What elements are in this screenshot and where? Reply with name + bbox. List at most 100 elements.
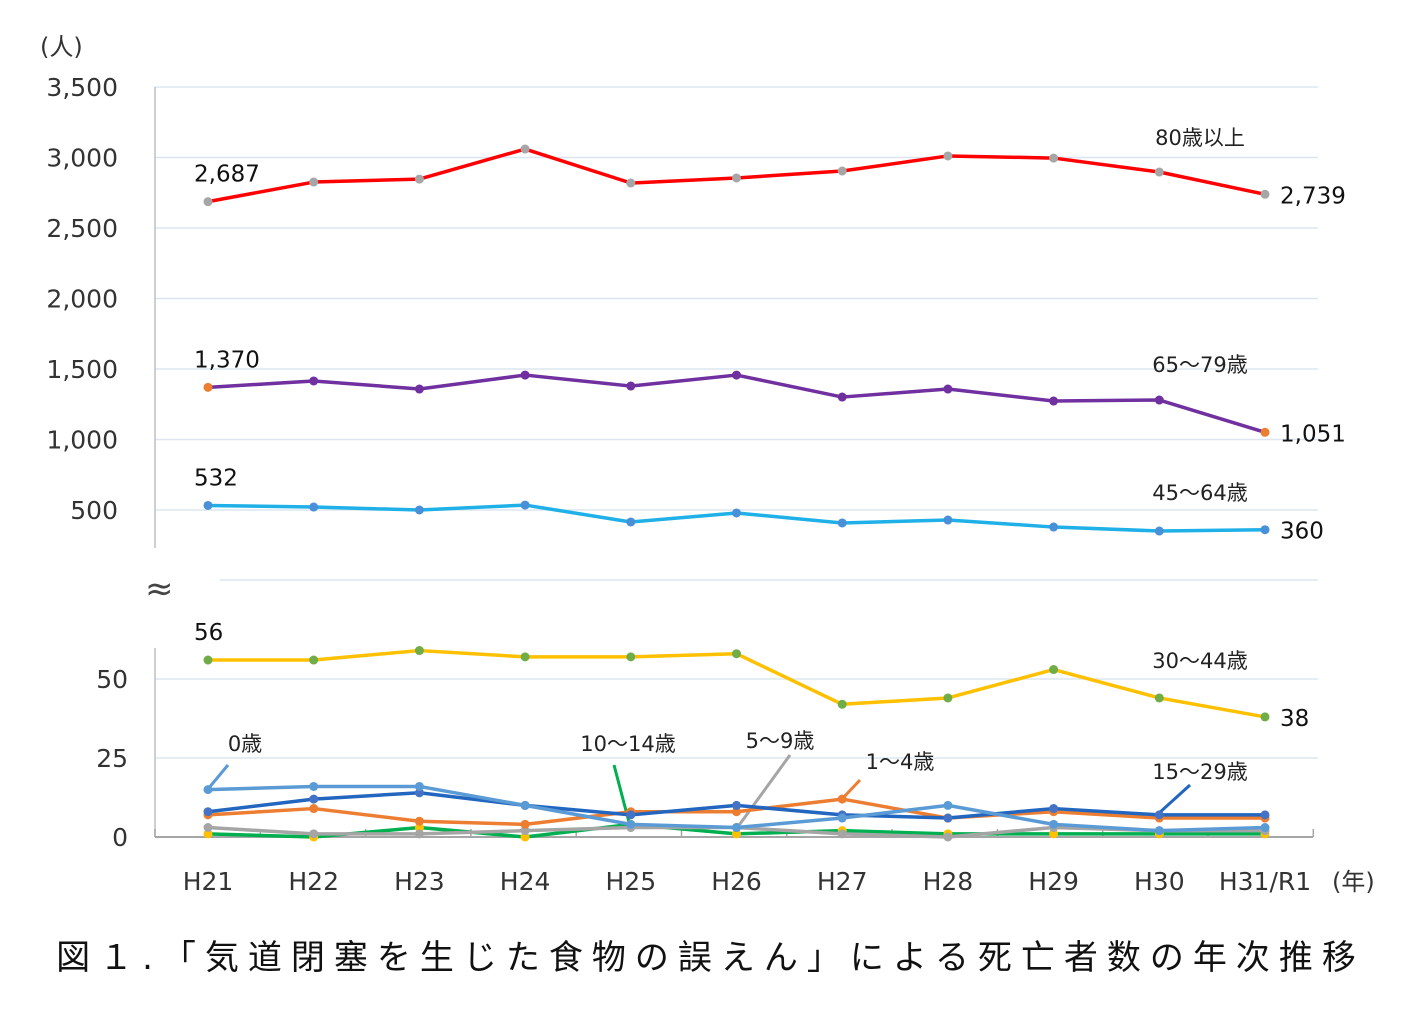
- data-point: [943, 813, 953, 823]
- data-point: [203, 655, 213, 665]
- series-label: 1～4歳: [866, 750, 935, 774]
- data-label: 360: [1280, 519, 1324, 545]
- data-point: [520, 500, 530, 510]
- label-leader-line: [1156, 783, 1192, 816]
- data-point: [943, 832, 953, 842]
- x-tick-label: H22: [288, 867, 339, 896]
- data-point: [309, 177, 319, 187]
- data-point: [1260, 427, 1270, 437]
- data-point: [626, 381, 636, 391]
- data-point: [414, 505, 424, 515]
- x-tick-label: H25: [605, 867, 656, 896]
- data-point: [414, 646, 424, 656]
- data-point: [414, 816, 424, 826]
- data-point: [943, 151, 953, 161]
- data-point: [520, 652, 530, 662]
- y-tick-label: 3,500: [46, 73, 118, 102]
- data-point: [1049, 829, 1059, 839]
- data-point: [1049, 153, 1059, 163]
- data-point: [626, 652, 636, 662]
- x-tick-label: H24: [500, 867, 551, 896]
- data-point: [203, 382, 213, 392]
- data-point: [520, 819, 530, 829]
- data-point: [732, 173, 741, 183]
- data-point: [732, 829, 741, 839]
- series-line: [208, 648, 1266, 719]
- label-leader-line: [735, 754, 792, 829]
- data-label: 2,739: [1280, 183, 1346, 209]
- y-tick-label: 2,500: [46, 214, 118, 243]
- data-label: 1,370: [194, 347, 260, 373]
- data-point: [203, 823, 213, 833]
- data-point: [1260, 525, 1270, 535]
- data-point: [203, 807, 213, 817]
- data-point: [1260, 712, 1270, 722]
- data-point: [1260, 189, 1270, 199]
- x-tick-label: H30: [1134, 867, 1185, 896]
- data-point: [414, 823, 424, 833]
- axis-break-symbol: ≈: [145, 569, 174, 609]
- data-label: 38: [1280, 706, 1309, 732]
- data-point: [1154, 810, 1164, 820]
- data-point: [414, 174, 424, 184]
- series-label: 0歳: [228, 732, 262, 756]
- data-point: [732, 649, 741, 659]
- series-label: 45～64歳: [1152, 481, 1247, 505]
- data-point: [1049, 396, 1059, 406]
- data-point: [1049, 819, 1059, 829]
- data-point: [520, 800, 530, 810]
- data-point: [1154, 395, 1164, 405]
- data-point: [1154, 526, 1164, 536]
- data-point: [203, 829, 213, 839]
- data-label: 532: [194, 465, 238, 491]
- data-point: [520, 144, 530, 154]
- x-tick-label: H27: [817, 867, 868, 896]
- data-point: [309, 502, 319, 512]
- data-point: [520, 826, 530, 836]
- series-label: 30～44歳: [1152, 649, 1247, 673]
- data-point: [414, 788, 424, 798]
- data-point: [626, 819, 636, 829]
- data-point: [626, 517, 636, 527]
- x-tick-label: H28: [923, 867, 974, 896]
- data-point: [837, 518, 847, 528]
- label-leader-line: [206, 764, 230, 790]
- data-point: [1049, 522, 1059, 532]
- data-point: [1049, 665, 1059, 675]
- x-tick-label: H31/R1: [1219, 867, 1311, 896]
- data-point: [1154, 826, 1164, 836]
- y-axis-unit: (人): [40, 33, 83, 61]
- chart-title: 図１.「気道閉塞を生じた食物の誤えん」による死亡者数の年次推移: [56, 938, 1365, 978]
- series-label: 65～79歳: [1152, 353, 1247, 377]
- data-point: [837, 829, 847, 839]
- data-point: [837, 392, 847, 402]
- data-point: [309, 794, 319, 804]
- y-tick-label: 1,000: [46, 426, 118, 455]
- data-point: [732, 370, 741, 380]
- data-point: [520, 370, 530, 380]
- y-tick-label: 50: [96, 665, 128, 694]
- x-tick-label: H23: [394, 867, 445, 896]
- data-point: [1154, 167, 1164, 177]
- data-point: [1154, 693, 1164, 703]
- data-label: 1,051: [1280, 421, 1346, 447]
- data-point: [309, 655, 319, 665]
- x-tick-label: H26: [711, 867, 762, 896]
- series-line: [207, 373, 1266, 434]
- data-point: [732, 807, 741, 817]
- data-point: [837, 699, 847, 709]
- y-tick-label: 1,500: [46, 355, 118, 384]
- data-point: [414, 829, 424, 839]
- series-label: 15～29歳: [1152, 760, 1247, 784]
- data-point: [203, 785, 213, 795]
- y-tick-label: 2,000: [46, 285, 118, 314]
- data-point: [203, 197, 213, 207]
- data-point: [943, 800, 953, 810]
- data-point: [309, 829, 319, 839]
- x-axis-unit: (年): [1332, 868, 1375, 896]
- data-point: [1260, 810, 1270, 820]
- data-point: [837, 794, 847, 804]
- data-point: [837, 813, 847, 823]
- x-tick-label: H29: [1028, 867, 1079, 896]
